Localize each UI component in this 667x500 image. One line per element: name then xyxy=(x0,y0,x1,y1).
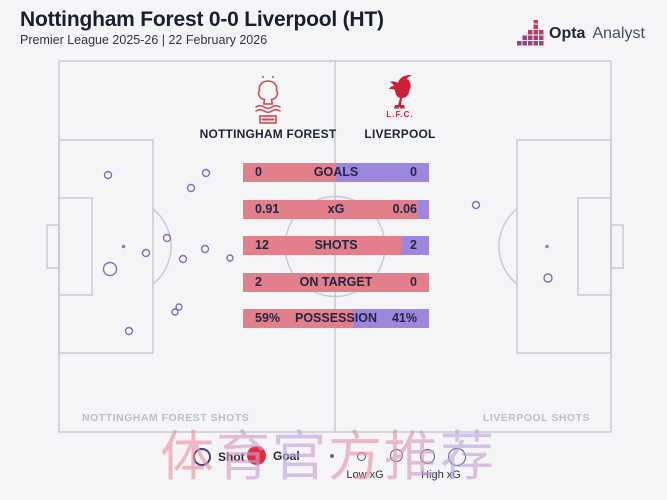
forest-shot-marker xyxy=(171,308,179,316)
forest-shot-marker xyxy=(226,254,234,262)
left-six-yard-box xyxy=(58,197,93,296)
brand-name-opta: Opta xyxy=(549,25,586,42)
home-value: 12 xyxy=(255,238,269,252)
brand-name-analyst: Analyst xyxy=(592,25,645,42)
liverpool-shot-marker xyxy=(543,273,553,283)
home-value: 0.91 xyxy=(255,201,280,216)
forest-shot-marker xyxy=(162,233,172,243)
away-shots-label: LIVERPOOL SHOTS xyxy=(482,412,590,424)
left-penalty-arc xyxy=(152,208,172,285)
forest-shot-marker xyxy=(102,261,118,277)
forest-shot-marker xyxy=(103,170,113,180)
forest-shot-marker xyxy=(200,244,210,254)
nottingham-forest-badge-icon xyxy=(255,76,281,124)
stat-row-xg: 0.91 xG 0.06 xyxy=(243,199,429,219)
liverpool-shot-marker xyxy=(471,200,481,210)
away-bar-fill xyxy=(417,199,429,219)
home-value: 2 xyxy=(255,274,262,289)
page-subtitle: Premier League 2025-26 | 22 February 202… xyxy=(20,33,268,47)
forest-shot-marker xyxy=(201,168,211,178)
away-value: 2 xyxy=(410,238,417,252)
right-penalty-arc xyxy=(498,208,518,285)
stat-row-on-target: 2 ON TARGET 0 xyxy=(243,272,429,292)
away-bar-fill xyxy=(402,236,429,255)
lfc-crest-text: L.F.C. xyxy=(386,110,414,119)
forest-shot-marker xyxy=(175,303,183,311)
page-title: Nottingham Forest 0-0 Liverpool (HT) xyxy=(20,8,384,31)
opta-analyst-logo: Opta Analyst xyxy=(516,20,645,48)
home-value: 0 xyxy=(255,165,262,179)
stat-label: POSSESSION xyxy=(295,311,377,325)
opta-squares-icon xyxy=(517,20,544,46)
left-goal xyxy=(46,224,60,269)
away-value: 0 xyxy=(410,274,417,289)
stat-row-goals: 0 GOALS 0 xyxy=(243,163,429,182)
stat-label: SHOTS xyxy=(314,238,358,252)
away-value: 0 xyxy=(410,165,417,179)
home-value: 59% xyxy=(255,311,281,325)
right-six-yard-box xyxy=(577,197,612,296)
right-penalty-box xyxy=(516,139,612,354)
forest-shot-marker xyxy=(124,326,134,336)
stat-row-shots: 12 SHOTS 2 xyxy=(243,236,429,255)
penalty-spots xyxy=(121,244,549,249)
stat-row-possession: 59% POSSESSION 41% xyxy=(243,309,429,328)
right-penalty-spot xyxy=(545,244,549,249)
home-team-name: NOTTINGHAM FOREST xyxy=(199,127,337,141)
home-shots-label: NOTTINGHAM FOREST SHOTS xyxy=(82,412,250,424)
right-goal xyxy=(610,224,624,269)
left-penalty-spot xyxy=(121,244,126,249)
forest-shot-marker xyxy=(141,248,151,258)
stat-label: xG xyxy=(327,201,345,216)
away-bar-fill xyxy=(336,163,429,182)
away-bar-fill xyxy=(352,309,429,328)
stat-label: ON TARGET xyxy=(299,274,373,289)
shot-markers-layer xyxy=(102,168,553,336)
forest-shot-marker xyxy=(186,183,196,193)
forest-shot-marker xyxy=(178,254,188,264)
away-value: 0.06 xyxy=(392,201,417,216)
stat-label: GOALS xyxy=(313,165,359,179)
pitch-lines xyxy=(46,60,624,433)
liverpool-liver-bird-icon xyxy=(389,75,412,109)
away-team-name: LIVERPOOL xyxy=(364,127,436,141)
away-value: 41% xyxy=(391,311,417,325)
